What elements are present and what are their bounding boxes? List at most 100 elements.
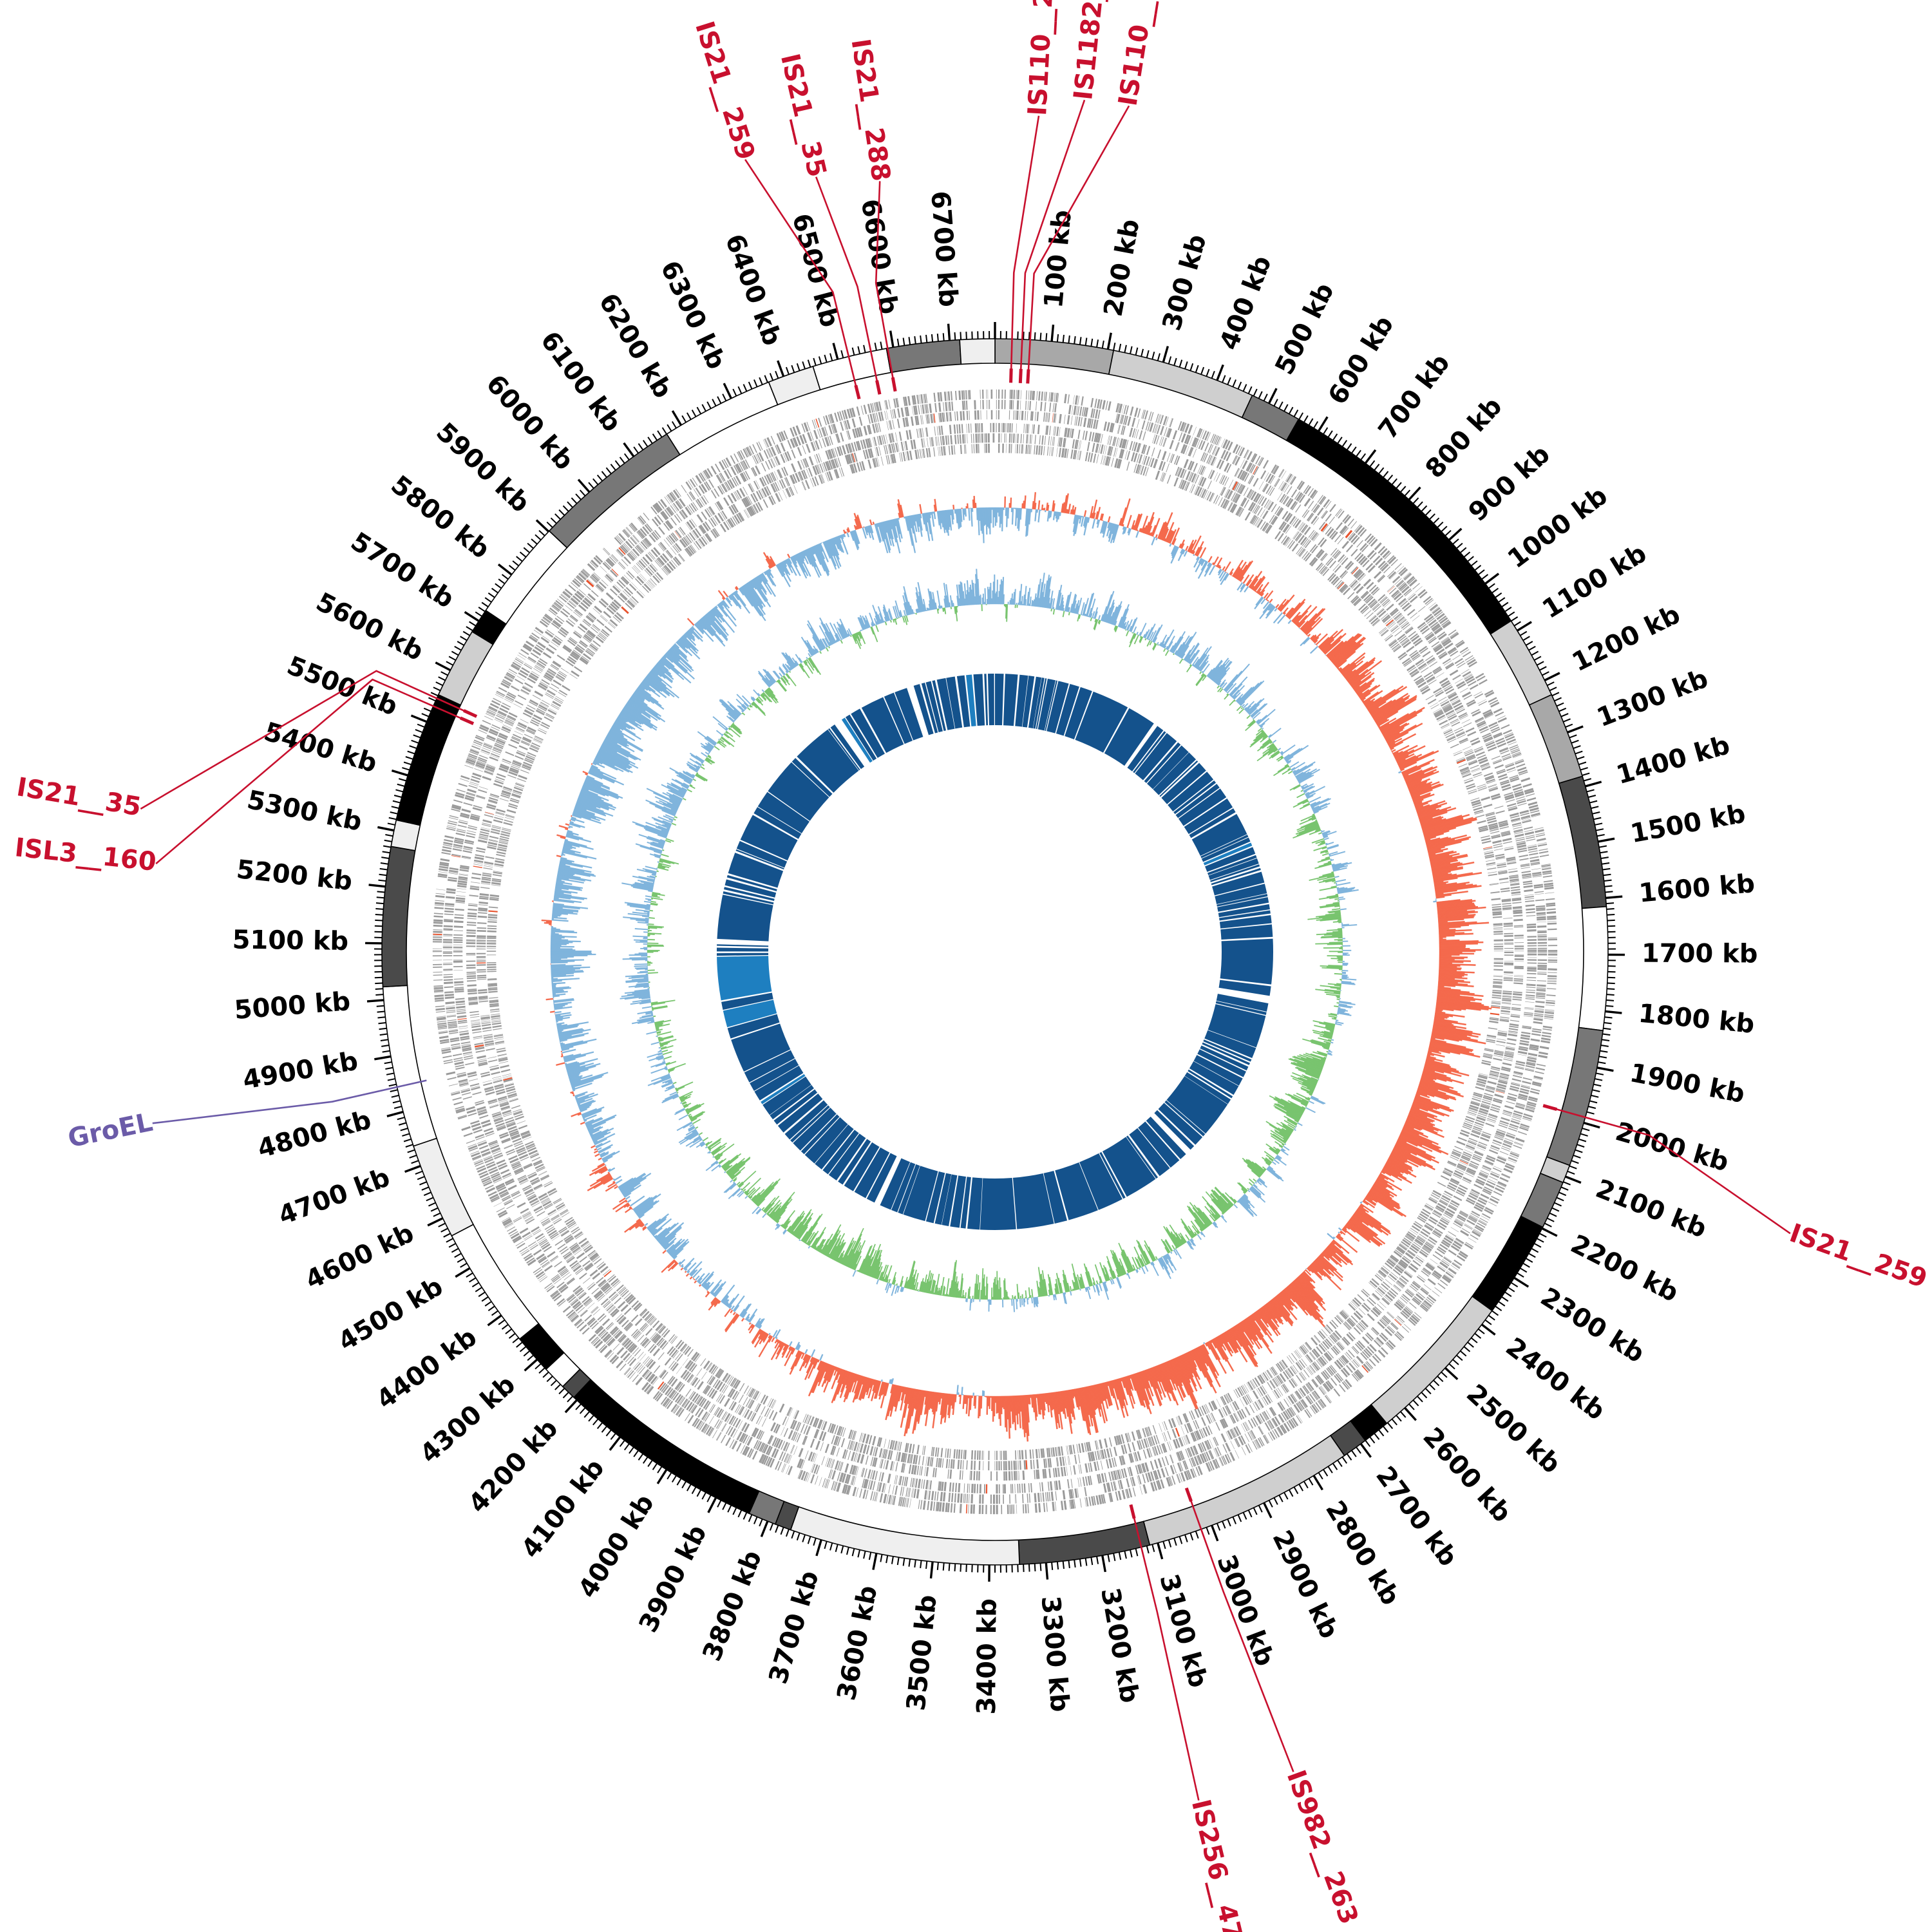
cds-feature: [1408, 577, 1416, 585]
minor-tick: [1189, 1533, 1194, 1541]
cds-feature: [1394, 578, 1402, 585]
cds-feature: [920, 394, 923, 404]
cds-feature: [1211, 434, 1217, 444]
cds-feature: [1141, 1463, 1145, 1473]
cds-feature: [1492, 1139, 1502, 1144]
minor-tick: [1573, 745, 1581, 750]
cds-feature: [1153, 434, 1158, 444]
minor-tick: [1459, 547, 1467, 553]
cds-feature: [1150, 1471, 1155, 1481]
contig-block: [1578, 905, 1609, 1032]
cds-feature: [1209, 1461, 1215, 1470]
minor-tick: [1346, 1453, 1352, 1461]
cds-feature: [659, 1370, 667, 1379]
cds-feature: [1049, 426, 1051, 435]
cds-feature: [942, 1502, 945, 1512]
minor-tick: [1124, 1551, 1127, 1559]
cds-feature: [1541, 1037, 1551, 1041]
cds-feature: [1499, 779, 1510, 784]
cds-feature: [960, 1493, 963, 1503]
minor-tick: [1141, 348, 1144, 357]
cds-feature: [1193, 1456, 1199, 1466]
cds-feature: [1348, 1350, 1355, 1358]
cds-feature: [1309, 1406, 1316, 1414]
cds-feature: [1122, 426, 1126, 435]
cds-feature: [1436, 672, 1444, 678]
cds-feature: [1484, 690, 1493, 696]
cds-feature: [1510, 1120, 1520, 1125]
minor-tick: [1242, 384, 1247, 392]
cds-feature: [920, 415, 922, 425]
cds-feature: [1123, 1468, 1128, 1478]
cds-feature: [1497, 743, 1507, 748]
cds-feature: [1037, 424, 1040, 435]
minor-tick: [379, 1033, 388, 1036]
cds-feature: [1040, 1492, 1042, 1502]
cds-feature: [1227, 1430, 1233, 1440]
cds-feature: [968, 1493, 970, 1504]
cds-feature: [1512, 824, 1522, 828]
cds-feature: [1374, 571, 1382, 579]
cds-feature: [1438, 1264, 1446, 1271]
minor-tick: [642, 440, 649, 448]
cds-feature: [1501, 1174, 1510, 1179]
cds-feature: [1426, 618, 1435, 624]
cds-feature: [1233, 1427, 1240, 1437]
cds-feature: [1073, 405, 1077, 415]
cds-feature: [1542, 867, 1551, 871]
cds-feature: [1508, 1157, 1517, 1162]
cds-feature: [1478, 1174, 1488, 1179]
cds-feature: [1307, 488, 1314, 497]
cds-feature: [1484, 1207, 1494, 1213]
cds-feature: [1255, 1439, 1262, 1448]
minor-tick: [1492, 587, 1499, 594]
cds-feature: [442, 952, 453, 954]
cds-feature: [463, 1132, 473, 1137]
cds-feature: [1012, 1484, 1014, 1493]
cds-feature: [1519, 854, 1528, 858]
cds-feature: [1467, 659, 1476, 666]
cds-feature: [1495, 711, 1504, 717]
cds-feature: [1200, 430, 1204, 439]
cds-feature: [461, 808, 471, 813]
major-tick: [1513, 1276, 1530, 1288]
cds-feature: [974, 400, 976, 410]
cds-feature: [1493, 933, 1503, 935]
cds-feature: [963, 401, 966, 410]
cds-feature: [1387, 585, 1394, 592]
cds-feature: [1039, 1482, 1041, 1492]
cds-feature: [1470, 764, 1479, 769]
cds-feature: [1504, 951, 1514, 954]
cds-feature: [1150, 412, 1154, 422]
cds-feature: [1488, 871, 1497, 874]
cds-feature: [1285, 1410, 1291, 1419]
cds-feature: [1513, 830, 1523, 833]
cds-feature: [1480, 728, 1490, 734]
cds-feature: [1526, 925, 1537, 929]
cds-feature: [1355, 1370, 1363, 1379]
cds-feature: [1507, 769, 1517, 773]
cds-feature: [1423, 1267, 1432, 1274]
cds-feature: [1249, 1431, 1254, 1440]
cds-feature: [1365, 562, 1374, 571]
cds-feature: [996, 1484, 998, 1494]
cds-feature: [1150, 1461, 1154, 1470]
minor-tick: [1501, 601, 1509, 608]
cds-feature: [1522, 1117, 1531, 1122]
minor-tick: [1237, 381, 1242, 390]
minor-tick: [460, 1262, 468, 1268]
cds-feature: [1382, 550, 1390, 558]
cds-feature: [996, 1494, 998, 1504]
cds-feature: [1278, 481, 1284, 489]
cds-feature: [1186, 1448, 1191, 1457]
minor-tick: [1522, 636, 1530, 641]
cds-feature: [813, 430, 819, 440]
cds-feature: [940, 392, 943, 402]
cds-feature: [452, 1097, 462, 1101]
minor-tick: [824, 1541, 828, 1549]
cds-feature: [1145, 1473, 1150, 1482]
minor-tick: [1151, 352, 1155, 360]
cds-feature: [1460, 1210, 1469, 1216]
minor-tick: [387, 822, 395, 826]
cds-feature: [1235, 456, 1241, 466]
